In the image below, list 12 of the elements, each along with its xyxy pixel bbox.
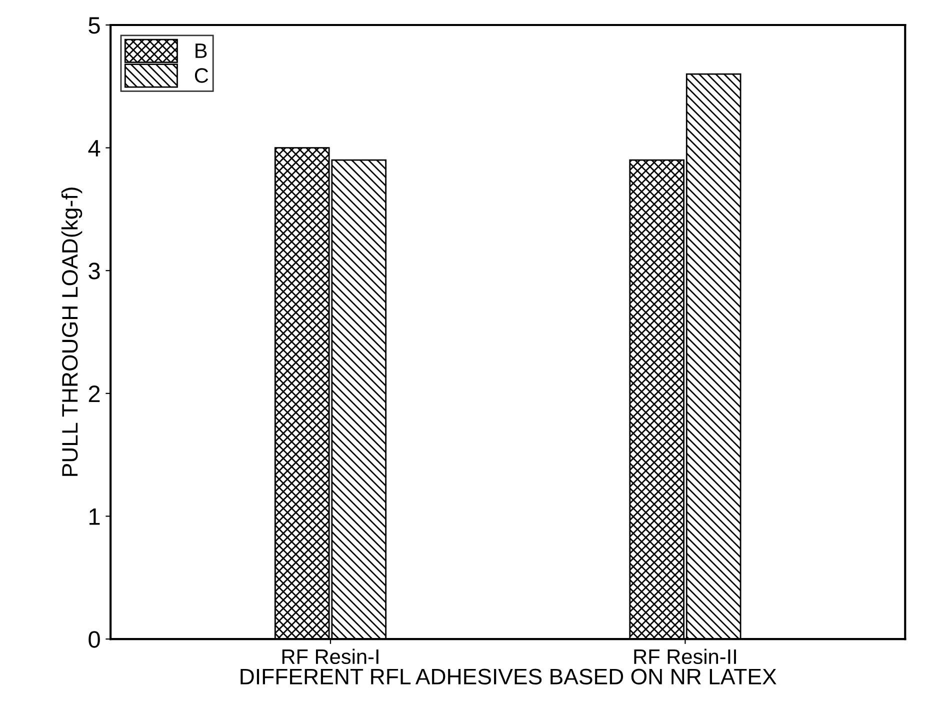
y-tick-label: 0	[88, 631, 100, 648]
y-axis-title: PULL THROUGH LOAD(kg-f)	[61, 188, 82, 476]
x-axis-title: DIFFERENT RFL ADHESIVES BASED ON NR LATEX	[240, 668, 776, 684]
x-tick-label: RF Resin-I	[282, 648, 378, 664]
legend-label: C	[194, 68, 208, 83]
y-tick-label: 3	[88, 262, 100, 280]
y-tick-label: 5	[88, 17, 100, 34]
y-tick-label: 2	[88, 385, 100, 402]
y-tick-label: 1	[90, 508, 100, 525]
y-tick-label: 4	[88, 140, 100, 156]
legend-label: B	[196, 44, 207, 58]
x-tick-label: RF Resin-II	[634, 648, 736, 664]
